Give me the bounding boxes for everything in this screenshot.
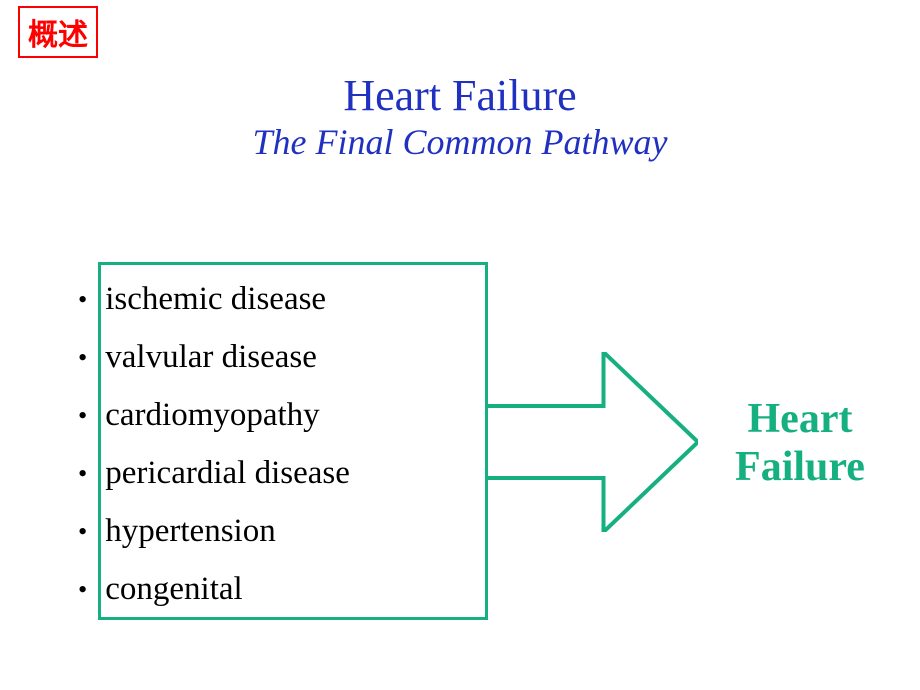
list-item-label: congenital: [105, 571, 242, 608]
list-item: cardiomyopathy: [78, 386, 350, 444]
title-subtitle: The Final Common Pathway: [150, 121, 770, 163]
result-line2: Failure: [735, 444, 865, 490]
list-item: congenital: [78, 560, 350, 618]
title-block: Heart Failure The Final Common Pathway: [150, 70, 770, 163]
list-item-label: cardiomyopathy: [105, 397, 319, 434]
list-item: hypertension: [78, 502, 350, 560]
arrow-icon: [488, 352, 698, 532]
list-item-label: pericardial disease: [105, 455, 350, 492]
list-item: pericardial disease: [78, 444, 350, 502]
list-item-label: hypertension: [105, 513, 275, 550]
result-line1: Heart: [748, 396, 853, 442]
corner-badge: 概述: [18, 6, 98, 58]
list-item-label: valvular disease: [105, 339, 317, 376]
list-item: valvular disease: [78, 328, 350, 386]
title-main: Heart Failure: [150, 70, 770, 121]
list-item-label: ischemic disease: [105, 281, 326, 318]
result-label: Heart Failure: [700, 395, 900, 492]
list-item: ischemic disease: [78, 270, 350, 328]
causes-list: ischemic disease valvular disease cardiomy…: [78, 270, 350, 618]
